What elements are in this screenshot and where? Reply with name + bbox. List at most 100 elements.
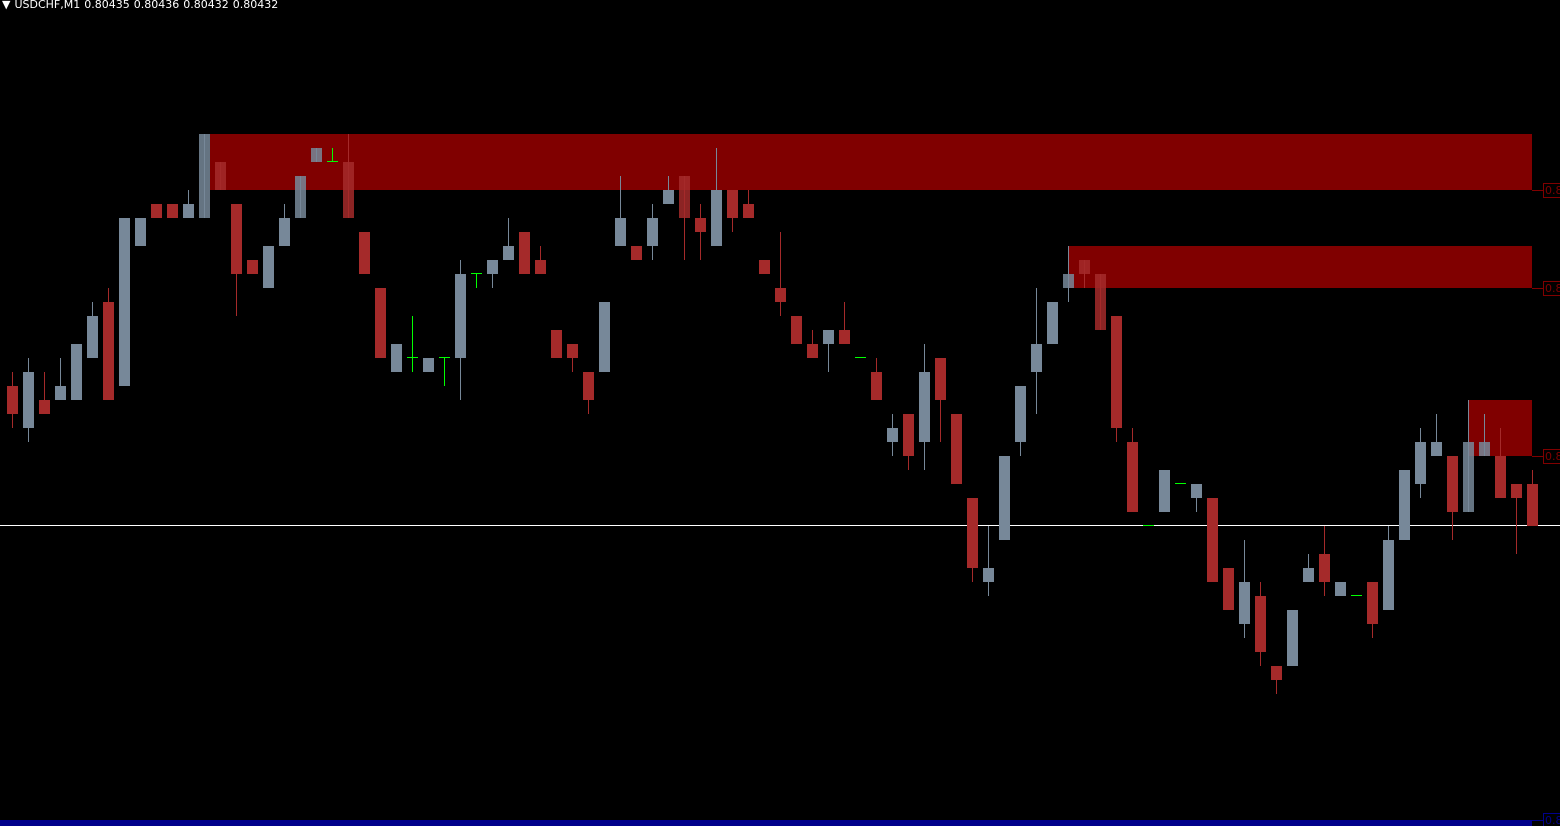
candle (487, 260, 498, 288)
candle (711, 148, 722, 246)
candle (855, 357, 866, 358)
candle-body (119, 218, 130, 386)
candle (439, 357, 450, 386)
candle (567, 344, 578, 372)
candle-body (407, 357, 418, 358)
candle (135, 218, 146, 246)
candle (1271, 666, 1282, 694)
candle-body (471, 273, 482, 274)
candle-body (343, 162, 354, 218)
candle-body (823, 330, 834, 344)
candle-body (871, 372, 882, 400)
candle (359, 232, 370, 274)
candle (1495, 428, 1506, 498)
candle (1351, 595, 1362, 596)
candle-body (983, 568, 994, 582)
candle (1095, 274, 1106, 330)
candle (519, 232, 530, 274)
candle-body (551, 330, 562, 358)
candle (1367, 582, 1378, 638)
candle-body (567, 344, 578, 358)
candle (871, 358, 882, 400)
candle (599, 302, 610, 372)
zone-price-label: 0.80411 (1545, 814, 1560, 826)
candle-body (135, 218, 146, 246)
candle-body (855, 357, 866, 358)
candle (471, 273, 482, 288)
candle (1479, 414, 1490, 456)
candle (727, 190, 738, 232)
candle (1399, 470, 1410, 540)
candle (1207, 498, 1218, 582)
candle-body (839, 330, 850, 344)
candle (983, 526, 994, 596)
candle (151, 204, 162, 218)
candle (1143, 525, 1154, 526)
candle (839, 302, 850, 344)
zone-price-label-box (1543, 183, 1560, 198)
candle-body (791, 316, 802, 344)
candle-body (615, 218, 626, 246)
candle-body (1479, 442, 1490, 456)
candle (343, 134, 354, 218)
candle-body (327, 161, 338, 162)
candle-body (1319, 554, 1330, 582)
candle (391, 344, 402, 372)
candle-body (999, 456, 1010, 540)
candle (823, 330, 834, 372)
zone-price-label-box (1543, 813, 1560, 826)
candle (375, 288, 386, 358)
candle-body (1143, 525, 1154, 526)
candle (1111, 316, 1122, 442)
candle (503, 218, 514, 260)
candle (807, 330, 818, 358)
open-price: 0.80435 (84, 0, 130, 11)
candle-body (519, 232, 530, 274)
triangle-down-icon[interactable]: ▼ (2, 0, 11, 11)
candle-body (247, 260, 258, 274)
candle-body (1207, 498, 1218, 582)
high-price: 0.80436 (133, 0, 180, 11)
candle (887, 414, 898, 456)
candle (647, 204, 658, 260)
chart-header: ▼ USDCHF,M1 0.80435 0.80436 0.80432 0.80432 (2, 0, 282, 12)
candle-body (295, 176, 306, 218)
candle-body (1111, 316, 1122, 428)
candle-body (55, 386, 66, 400)
candle-body (1095, 274, 1106, 330)
candle (1319, 526, 1330, 596)
candle (663, 176, 674, 204)
candle (1255, 582, 1266, 666)
candle-body (1511, 484, 1522, 498)
candle (1079, 260, 1090, 288)
candle (231, 204, 242, 316)
candle-body (1079, 260, 1090, 274)
candle (1047, 302, 1058, 344)
candle-body (1415, 442, 1426, 484)
candle-body (599, 302, 610, 372)
candle-body (375, 288, 386, 358)
candle-body (1239, 582, 1250, 624)
candle-body (1367, 582, 1378, 624)
candle-body (759, 260, 770, 274)
candle-body (391, 344, 402, 372)
zone-price-label-box (1543, 449, 1560, 464)
candle-body (727, 190, 738, 218)
candle-body (807, 344, 818, 358)
candle-body (487, 260, 498, 274)
candle (919, 344, 930, 470)
candle-body (87, 316, 98, 358)
candle (1127, 428, 1138, 512)
candle (455, 260, 466, 400)
candle (199, 134, 210, 218)
candle (903, 414, 914, 470)
supply-zone (1068, 246, 1532, 288)
candle-body (903, 414, 914, 456)
candle-body (183, 204, 194, 218)
candle-body (1495, 456, 1506, 498)
candle (327, 148, 338, 162)
candle (583, 372, 594, 414)
candle (535, 246, 546, 274)
candle (423, 358, 434, 372)
